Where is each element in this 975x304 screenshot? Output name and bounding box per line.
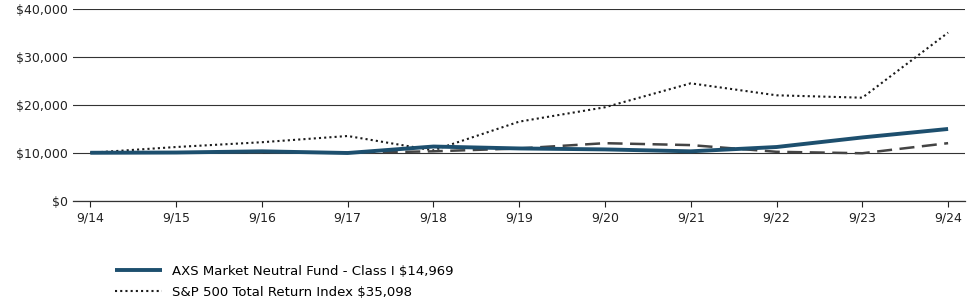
Legend: AXS Market Neutral Fund - Class I $14,969, S&P 500 Total Return Index $35,098, B: AXS Market Neutral Fund - Class I $14,96…	[115, 265, 488, 304]
Bloomberg U.S. Aggregate Bond Index $12,004	[342, 151, 354, 154]
Bloomberg U.S. Aggregate Bond Index $12,004	[942, 141, 954, 145]
AXS Market Neutral Fund - Class I $14,969	[856, 136, 868, 139]
AXS Market Neutral Fund - Class I $14,969	[770, 145, 782, 149]
Bloomberg U.S. Aggregate Bond Index $12,004	[256, 150, 268, 154]
S&P 500 Total Return Index $35,098	[599, 105, 610, 109]
Bloomberg U.S. Aggregate Bond Index $12,004	[85, 151, 97, 154]
Bloomberg U.S. Aggregate Bond Index $12,004	[856, 151, 868, 155]
Line: S&P 500 Total Return Index $35,098: S&P 500 Total Return Index $35,098	[91, 33, 948, 153]
S&P 500 Total Return Index $35,098	[85, 151, 97, 154]
AXS Market Neutral Fund - Class I $14,969	[428, 145, 440, 148]
Bloomberg U.S. Aggregate Bond Index $12,004	[171, 151, 182, 154]
AXS Market Neutral Fund - Class I $14,969	[171, 151, 182, 154]
S&P 500 Total Return Index $35,098	[256, 140, 268, 144]
Bloomberg U.S. Aggregate Bond Index $12,004	[428, 150, 440, 153]
Line: Bloomberg U.S. Aggregate Bond Index $12,004: Bloomberg U.S. Aggregate Bond Index $12,…	[91, 143, 948, 153]
S&P 500 Total Return Index $35,098	[684, 81, 696, 85]
AXS Market Neutral Fund - Class I $14,969	[342, 151, 354, 155]
S&P 500 Total Return Index $35,098	[942, 31, 954, 34]
S&P 500 Total Return Index $35,098	[428, 149, 440, 152]
AXS Market Neutral Fund - Class I $14,969	[256, 150, 268, 153]
AXS Market Neutral Fund - Class I $14,969	[513, 147, 525, 150]
Bloomberg U.S. Aggregate Bond Index $12,004	[684, 143, 696, 147]
S&P 500 Total Return Index $35,098	[770, 94, 782, 97]
S&P 500 Total Return Index $35,098	[171, 145, 182, 149]
S&P 500 Total Return Index $35,098	[513, 120, 525, 123]
Bloomberg U.S. Aggregate Bond Index $12,004	[599, 141, 610, 145]
AXS Market Neutral Fund - Class I $14,969	[85, 151, 97, 154]
S&P 500 Total Return Index $35,098	[856, 96, 868, 99]
Line: AXS Market Neutral Fund - Class I $14,969: AXS Market Neutral Fund - Class I $14,96…	[91, 129, 948, 153]
AXS Market Neutral Fund - Class I $14,969	[599, 147, 610, 151]
AXS Market Neutral Fund - Class I $14,969	[942, 127, 954, 131]
AXS Market Neutral Fund - Class I $14,969	[684, 150, 696, 153]
Bloomberg U.S. Aggregate Bond Index $12,004	[513, 147, 525, 150]
Bloomberg U.S. Aggregate Bond Index $12,004	[770, 150, 782, 154]
S&P 500 Total Return Index $35,098	[342, 134, 354, 138]
